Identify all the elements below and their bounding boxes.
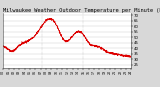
Text: Milwaukee Weather Outdoor Temperature per Minute (Last 24 Hours): Milwaukee Weather Outdoor Temperature pe… bbox=[3, 8, 160, 13]
